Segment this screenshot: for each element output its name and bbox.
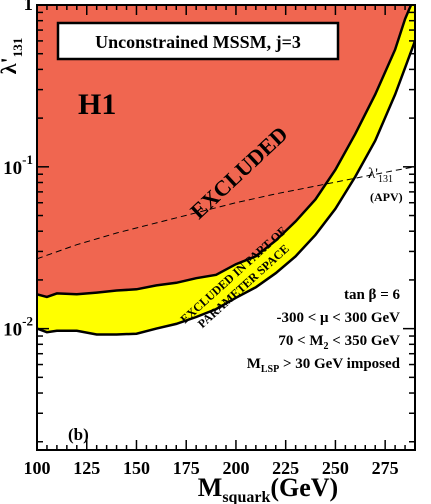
excluded-boundary (37, 5, 413, 299)
apv-limit-line (37, 166, 415, 260)
apv-label: λ'131 (368, 166, 393, 185)
x-tick-label: 125 (73, 458, 100, 478)
chart-title: Unconstrained MSSM, j=3 (95, 32, 301, 52)
panel-label: (b) (68, 425, 89, 444)
y-tick-label: 10-2 (3, 314, 33, 341)
x-tick-label: 250 (322, 458, 349, 478)
x-tick-label: 200 (222, 458, 249, 478)
y-tick-label: 10-1 (3, 152, 33, 179)
y-axis-title: λ'131 (0, 38, 25, 74)
x-tick-label: 100 (24, 458, 51, 478)
condition-tanbeta: tan β = 6 (344, 287, 401, 303)
y-tick-labels: 1 10-1 10-2 (3, 0, 33, 341)
x-tick-label: 225 (272, 458, 299, 478)
x-tick-label: 175 (173, 458, 200, 478)
excluded-region (37, 5, 415, 297)
x-axis-title: Msquark(GeV) (198, 473, 338, 504)
title-box (56, 21, 340, 61)
apv-label-paren: (APV) (370, 190, 403, 204)
partially-excluded-boundary (37, 40, 415, 336)
condition-m2: 70 < M2 < 350 GeV (278, 333, 400, 352)
condition-mu: -300 < μ < 300 GeV (276, 310, 400, 326)
x-tick-label: 150 (123, 458, 150, 478)
x-tick-labels: 100 125 150 175 200 225 250 275 (24, 458, 399, 478)
x-tick-label: 275 (372, 458, 399, 478)
y-tick-label: 1 (24, 0, 34, 15)
condition-mlsp: MLSP > 30 GeV imposed (247, 356, 401, 375)
experiment-label: H1 (78, 88, 116, 121)
axis-ticks (36, 4, 416, 450)
